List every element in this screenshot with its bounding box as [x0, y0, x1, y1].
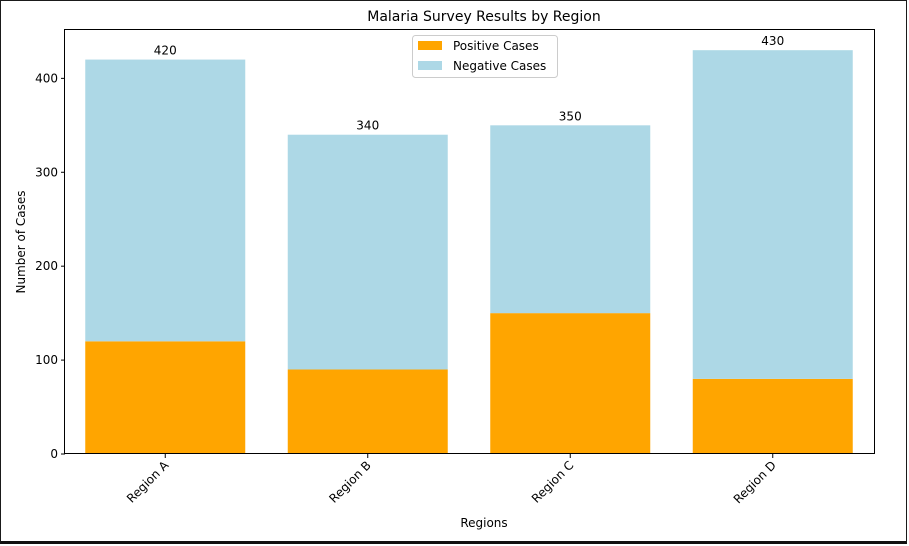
y-axis-label: Number of Cases	[14, 190, 28, 293]
bar-negative-region-d	[692, 50, 853, 379]
x-tick-label: Region B	[326, 458, 373, 505]
chart-title: Malaria Survey Results by Region	[367, 9, 601, 25]
bar-positive-region-a	[85, 341, 246, 454]
legend-label-positive: Positive Cases	[453, 39, 539, 53]
plot-area-border	[64, 29, 875, 454]
total-label-region-c: 350	[559, 109, 582, 123]
x-tick-label: Region A	[124, 458, 172, 506]
y-tick-label: 100	[35, 353, 58, 367]
y-tick-label: 300	[35, 165, 58, 179]
x-axis-label: Regions	[460, 516, 507, 530]
y-tick-label: 200	[35, 259, 58, 273]
total-labels-group: 420 340 350 430	[154, 34, 784, 133]
total-label-region-b: 340	[356, 119, 379, 133]
bar-positive-region-d	[692, 378, 853, 454]
x-axis: Region A Region B Region C Region D	[124, 454, 779, 506]
bar-positive-region-c	[490, 313, 651, 454]
bar-negative-region-b	[287, 134, 448, 370]
bar-negative-region-a	[85, 59, 246, 342]
bars-group	[85, 50, 853, 454]
bar-positive-region-b	[287, 369, 448, 454]
legend: Positive Cases Negative Cases	[412, 35, 558, 78]
legend-box	[412, 35, 558, 78]
y-tick-label: 0	[50, 447, 58, 461]
legend-swatch-negative	[418, 61, 442, 70]
bar-negative-region-c	[490, 125, 651, 314]
x-tick-label: Region C	[529, 458, 577, 506]
y-tick-label: 400	[35, 71, 58, 85]
legend-swatch-positive	[418, 41, 442, 50]
x-tick-label: Region D	[731, 458, 779, 506]
total-label-region-a: 420	[154, 44, 177, 58]
legend-label-negative: Negative Cases	[453, 59, 546, 73]
total-label-region-d: 430	[761, 34, 784, 48]
y-axis: 0 100 200 300 400	[35, 71, 65, 461]
